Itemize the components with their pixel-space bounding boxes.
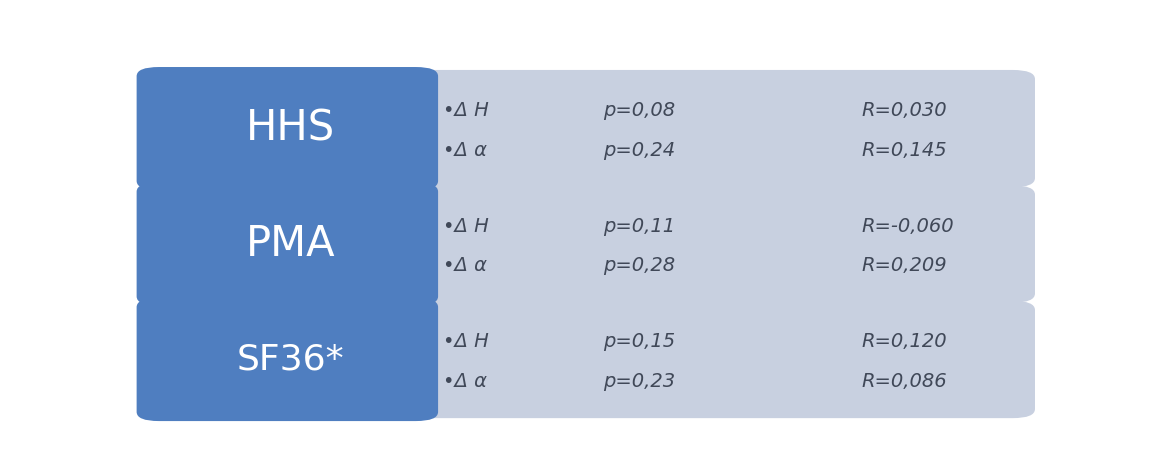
Text: p=0,28: p=0,28 [603, 256, 675, 275]
Text: R=0,086: R=0,086 [861, 372, 948, 391]
FancyBboxPatch shape [144, 70, 1035, 187]
Text: SF36*: SF36* [237, 343, 345, 377]
Text: p=0,11: p=0,11 [603, 217, 675, 236]
Text: R=0,145: R=0,145 [861, 141, 948, 160]
Text: •Δ H: •Δ H [443, 332, 489, 351]
FancyBboxPatch shape [137, 182, 438, 306]
Text: PMA: PMA [246, 223, 336, 265]
Text: p=0,24: p=0,24 [603, 141, 675, 160]
FancyBboxPatch shape [137, 298, 438, 421]
Text: p=0,15: p=0,15 [603, 332, 675, 351]
Text: p=0,23: p=0,23 [603, 372, 675, 391]
FancyBboxPatch shape [144, 186, 1035, 303]
Text: •Δ α: •Δ α [443, 372, 486, 391]
FancyBboxPatch shape [137, 67, 438, 190]
Text: •Δ H: •Δ H [443, 101, 489, 120]
Text: R=0,120: R=0,120 [861, 332, 948, 351]
Text: •Δ α: •Δ α [443, 141, 486, 160]
Text: p=0,08: p=0,08 [603, 101, 675, 120]
Text: R=-0,060: R=-0,060 [861, 217, 954, 236]
Text: HHS: HHS [246, 108, 336, 149]
Text: R=0,209: R=0,209 [861, 256, 948, 275]
FancyBboxPatch shape [144, 301, 1035, 418]
Text: •Δ α: •Δ α [443, 256, 486, 275]
Text: R=0,030: R=0,030 [861, 101, 948, 120]
Text: •Δ H: •Δ H [443, 217, 489, 236]
